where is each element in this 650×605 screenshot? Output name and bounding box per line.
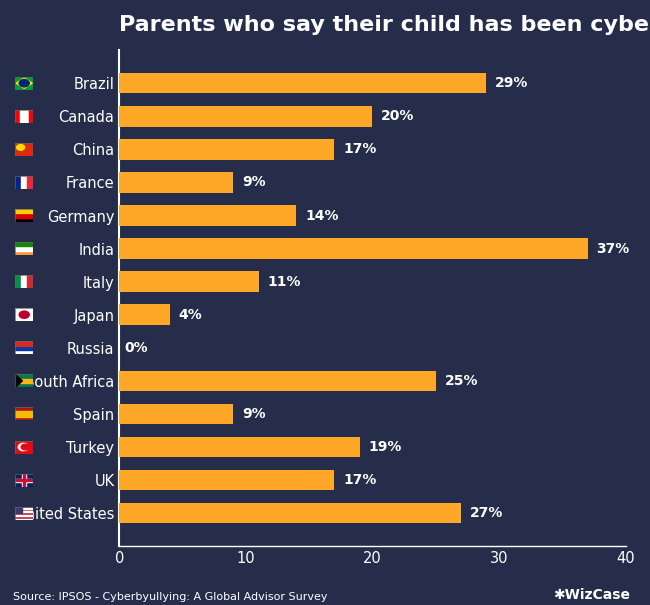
Bar: [29, 110, 33, 123]
Bar: [15, 242, 33, 246]
Circle shape: [21, 444, 29, 450]
Bar: [119, 172, 233, 192]
Bar: [15, 246, 33, 250]
Text: 25%: 25%: [445, 374, 478, 388]
Text: 19%: 19%: [369, 440, 402, 454]
Text: 20%: 20%: [382, 110, 415, 123]
Bar: [15, 176, 21, 189]
Text: 37%: 37%: [597, 241, 630, 255]
Bar: [27, 275, 33, 288]
Text: 4%: 4%: [179, 308, 203, 322]
Bar: [15, 345, 33, 350]
Bar: [119, 106, 372, 126]
Circle shape: [20, 311, 29, 318]
Bar: [23, 474, 25, 486]
Circle shape: [17, 145, 25, 150]
Polygon shape: [15, 374, 23, 387]
Text: 11%: 11%: [267, 275, 301, 289]
Bar: [15, 506, 23, 513]
Bar: [15, 479, 33, 481]
Text: ✱WizCase: ✱WizCase: [554, 588, 630, 602]
Bar: [27, 176, 33, 189]
Bar: [20, 110, 29, 123]
Bar: [15, 508, 33, 509]
Bar: [15, 479, 33, 482]
Bar: [21, 275, 27, 288]
Bar: [15, 110, 20, 123]
Bar: [15, 214, 33, 218]
Text: 17%: 17%: [343, 473, 377, 487]
Text: Source: IPSOS - Cyberbyullying: A Global Advisor Survey: Source: IPSOS - Cyberbyullying: A Global…: [13, 592, 328, 602]
Bar: [15, 379, 33, 383]
Bar: [15, 218, 33, 222]
Bar: [15, 518, 33, 520]
Text: 9%: 9%: [242, 407, 266, 421]
Bar: [22, 474, 27, 486]
Bar: [119, 73, 486, 93]
Bar: [119, 437, 360, 457]
Bar: [119, 272, 259, 292]
Bar: [21, 176, 27, 189]
Bar: [15, 350, 33, 355]
Circle shape: [18, 443, 29, 451]
Bar: [119, 503, 461, 523]
Bar: [15, 515, 33, 516]
Bar: [15, 411, 33, 417]
Bar: [15, 341, 33, 345]
Text: 9%: 9%: [242, 175, 266, 189]
Bar: [119, 304, 170, 325]
Text: 14%: 14%: [306, 209, 339, 223]
Text: 29%: 29%: [495, 76, 528, 90]
Text: 17%: 17%: [343, 142, 377, 156]
Bar: [15, 209, 33, 214]
Bar: [119, 139, 335, 160]
Bar: [119, 371, 436, 391]
Text: 27%: 27%: [470, 506, 503, 520]
Text: 0%: 0%: [124, 341, 148, 355]
Bar: [119, 470, 335, 490]
Bar: [119, 238, 588, 259]
Circle shape: [20, 80, 29, 87]
Bar: [15, 250, 33, 255]
Bar: [15, 275, 21, 288]
Text: Parents who say their child has been cyberbullied: Parents who say their child has been cyb…: [119, 15, 650, 35]
Polygon shape: [16, 78, 32, 88]
Bar: [119, 205, 296, 226]
Bar: [119, 404, 233, 424]
Bar: [15, 511, 33, 512]
